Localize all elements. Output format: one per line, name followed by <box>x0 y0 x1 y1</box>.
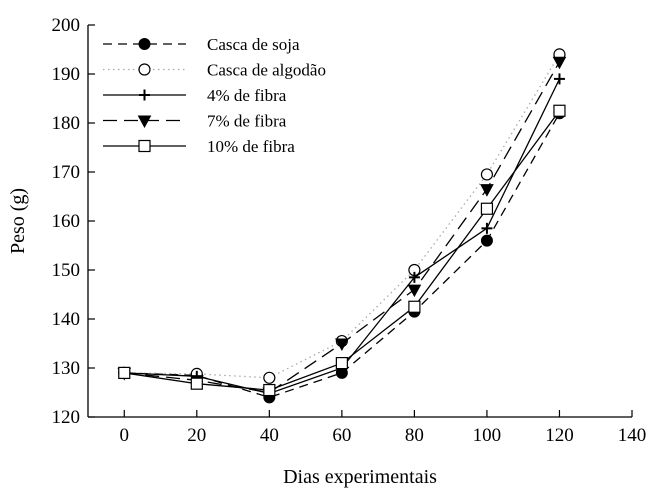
marker-plus <box>139 89 150 101</box>
y-tick-label: 150 <box>52 260 81 281</box>
marker-open-square <box>553 104 566 117</box>
axes: 120 130 140 150 160 170 180 190 200 0 20 40 60 80 100 1… <box>52 15 647 446</box>
y-tick-label: 120 <box>52 407 81 428</box>
x-tick-label: 60 <box>332 425 351 446</box>
marker-open-square <box>335 357 348 370</box>
marker-open-square <box>138 139 151 153</box>
series-1 <box>118 48 566 384</box>
marker-open-square <box>480 202 494 215</box>
marker-open-circle <box>138 63 151 76</box>
x-tick-label: 80 <box>405 425 424 446</box>
marker-open-circle <box>480 168 494 181</box>
series-3 <box>117 56 567 401</box>
series-line <box>124 54 561 379</box>
marker-filled-triangle-down <box>407 284 422 298</box>
marker-filled-triangle-down <box>335 338 349 352</box>
x-tick-label: 140 <box>618 425 647 446</box>
marker-open-circle <box>263 371 276 384</box>
legend-entry-0: Casca de soja <box>103 35 300 54</box>
marker-open-square <box>263 383 276 397</box>
legend-entry-2: 4% de fibra <box>103 86 287 105</box>
y-axis-title: Peso (g) <box>7 188 29 254</box>
marker-open-square <box>408 300 421 313</box>
marker-filled-circle <box>480 234 493 247</box>
y-tick-label: 170 <box>52 162 81 183</box>
marker-filled-triangle-down <box>552 56 567 70</box>
legend-entry-4: 10% de fibra <box>103 137 295 156</box>
x-tick-label: 40 <box>260 425 279 446</box>
series-4 <box>118 104 566 397</box>
series-line <box>124 112 561 399</box>
marker-open-square <box>118 366 131 379</box>
marker-plus <box>481 222 493 234</box>
marker-open-square <box>190 377 203 390</box>
legend: Casca de soja Casca de algodão 4% de fibra… <box>103 35 326 156</box>
legend-entry-3: 7% de fibra <box>103 112 287 131</box>
legend-label: 4% de fibra <box>207 86 287 105</box>
marker-filled-circle <box>138 38 151 50</box>
y-tick-label: 190 <box>52 64 81 85</box>
x-axis-title: Dias experimentais <box>283 466 437 488</box>
x-tick-label: 0 <box>120 425 130 446</box>
y-tick-label: 140 <box>52 309 81 330</box>
marker-plus <box>408 271 420 283</box>
marker-filled-triangle-down <box>137 115 152 129</box>
y-tick-label: 200 <box>52 15 81 36</box>
legend-label: 10% de fibra <box>207 137 295 156</box>
marker-filled-triangle-down <box>480 184 494 197</box>
legend-label: Casca de soja <box>207 35 300 54</box>
x-tick-label: 20 <box>187 425 206 446</box>
legend-label: Casca de algodão <box>207 61 326 80</box>
x-tick-label: 100 <box>473 425 502 446</box>
x-tick-label: 120 <box>545 425 574 446</box>
series-layer <box>117 48 567 404</box>
marker-plus <box>553 73 565 85</box>
legend-entry-1: Casca de algodão <box>103 61 326 80</box>
legend-label: 7% de fibra <box>207 112 287 131</box>
y-tick-label: 160 <box>52 211 81 232</box>
y-tick-label: 180 <box>52 113 81 134</box>
y-tick-label: 130 <box>52 358 81 379</box>
